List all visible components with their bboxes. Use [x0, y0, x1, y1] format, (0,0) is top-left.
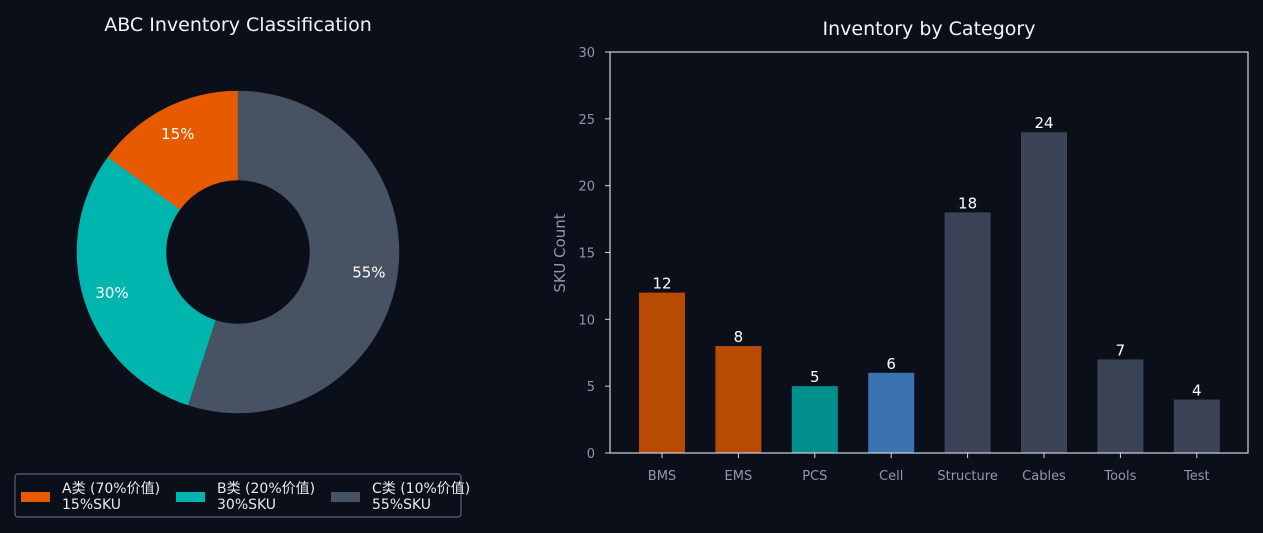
x-tick-label-0: BMS	[648, 469, 676, 484]
bar-value-label-2: 5	[810, 368, 820, 386]
bar-value-label-5: 24	[1034, 114, 1053, 132]
y-tick-label-3: 15	[578, 247, 595, 262]
pie-legend: A类 (70%价值)15%SKU B类 (20%价值)30%SKU C类 (10%价…	[14, 473, 470, 518]
bar-value-label-4: 18	[958, 194, 977, 212]
legend-swatch-0	[21, 492, 50, 502]
legend-swatch-1	[176, 492, 205, 502]
y-tick-label-5: 25	[578, 113, 595, 128]
bar-structure	[944, 212, 991, 453]
bar-title: Inventory by Category	[823, 18, 1036, 40]
bar-tools	[1097, 359, 1144, 453]
bar-value-label-1: 8	[734, 328, 744, 346]
bar-value-label-6: 7	[1116, 341, 1126, 359]
bar-ems	[715, 346, 762, 453]
x-tick-label-7: Test	[1183, 469, 1210, 484]
bar-cell	[868, 372, 915, 453]
legend-swatch-2	[331, 492, 360, 502]
legend-label-1-0: B类 (20%价值)	[217, 481, 315, 497]
y-axis-label: SKU Count	[551, 213, 569, 292]
legend-label-1-1: 30%SKU	[217, 497, 276, 513]
bar-cables	[1021, 132, 1067, 453]
bar-value-label-7: 4	[1192, 382, 1202, 400]
x-tick-label-3: Cell	[879, 469, 903, 484]
x-tick-label-4: Structure	[937, 469, 997, 484]
y-tick-label-1: 5	[587, 380, 595, 395]
legend-label-0-0: A类 (70%价值)	[62, 481, 160, 497]
x-tick-label-5: Cables	[1022, 469, 1066, 484]
bar-bms	[639, 292, 685, 453]
pie-slice-label-0: 15%	[161, 125, 194, 143]
y-tick-label-4: 20	[578, 180, 595, 195]
x-tick-label-6: Tools	[1103, 469, 1136, 484]
y-tick-label-0: 0	[587, 447, 595, 462]
legend-frame	[14, 473, 462, 518]
pie-slice-label-1: 30%	[95, 284, 128, 302]
pie-slice-label-2: 55%	[352, 264, 385, 282]
y-tick-label-6: 30	[578, 46, 595, 61]
x-tick-label-2: PCS	[802, 469, 827, 484]
bar-pcs	[791, 386, 838, 453]
pie-title: ABC Inventory Classification	[104, 14, 372, 36]
y-tick-label-2: 10	[578, 313, 595, 328]
category-bar-chart: Inventory by Category SKU Count 12 8 5 6 18 2…	[551, 18, 1249, 484]
legend-label-0-1: 15%SKU	[62, 497, 121, 513]
bar-value-label-3: 6	[886, 355, 896, 373]
legend-label-2-0: C类 (10%价值)	[372, 481, 470, 497]
bar-test	[1173, 399, 1220, 453]
plot-frame	[609, 51, 1249, 454]
abc-donut-chart: ABC Inventory Classification 15% 30% 55% A…	[14, 14, 470, 518]
pie-slice-0	[107, 90, 239, 211]
pie-slice-1	[76, 157, 217, 406]
legend-label-2-1: 55%SKU	[372, 497, 431, 513]
pie-slice-2	[187, 90, 400, 414]
bar-value-label-0: 12	[652, 275, 671, 293]
x-tick-label-1: EMS	[725, 469, 753, 484]
